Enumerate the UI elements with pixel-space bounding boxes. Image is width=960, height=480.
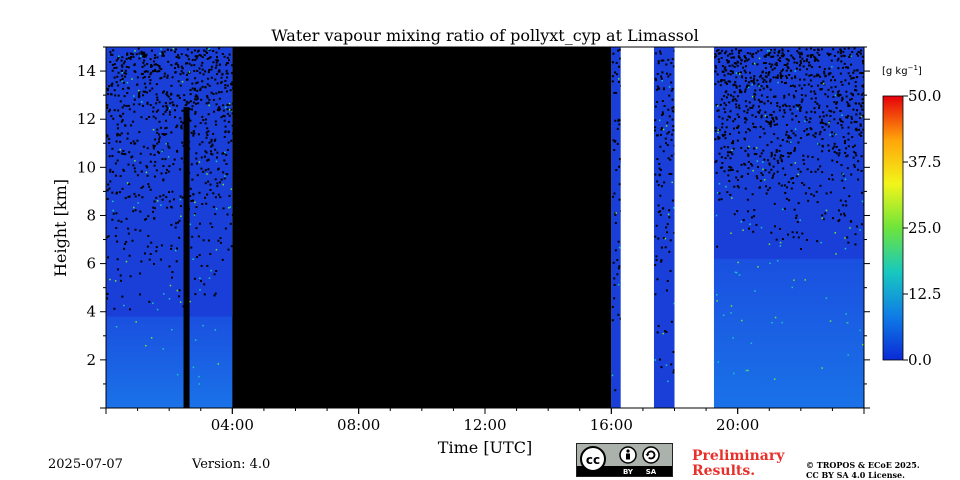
cc-logo-icon — [580, 446, 606, 472]
copyright-line-2: CC BY SA 4.0 License. — [806, 470, 905, 480]
x-tick-label: 20:00 — [716, 416, 759, 434]
colorbar-tick-label: 50.0 — [908, 87, 941, 105]
chart-title: Water vapour mixing ratio of pollyxt_cyp… — [271, 26, 698, 45]
missing-data-region-3 — [620, 47, 654, 408]
measurement-region-6 — [713, 47, 864, 408]
copyright-notice: © TROPOS & ECoE 2025. CC BY SA 4.0 Licen… — [806, 460, 920, 480]
cc-sa-label: SA — [646, 468, 657, 476]
colorbar-unit-end: ] — [918, 66, 922, 77]
copyright-line-1: © TROPOS & ECoE 2025. — [806, 460, 920, 470]
x-tick-label: 08:00 — [337, 416, 380, 434]
results-text: Results. — [692, 463, 756, 479]
y-axis-label: Height [km] — [51, 179, 70, 277]
y-tick-label: 2 — [86, 351, 96, 369]
missing-data-region-5 — [674, 47, 714, 408]
cc-logo-text: cc — [586, 453, 600, 467]
colorbar-tick-label: 12.5 — [908, 285, 941, 303]
y-tick-label: 14 — [77, 62, 96, 80]
y-tick-label: 10 — [77, 158, 96, 176]
y-tick-label: 8 — [86, 206, 96, 224]
y-tick-label: 4 — [86, 303, 96, 321]
colorbar-tick-label: 25.0 — [908, 219, 941, 237]
colorbar-unit-label: [g kg−1] — [882, 64, 922, 77]
preliminary-text: Preliminary — [692, 448, 785, 464]
x-tick-label: 16:00 — [590, 416, 633, 434]
cc-by-label: BY — [623, 468, 634, 476]
y-tick-label: 12 — [77, 110, 96, 128]
y-axis: 2 4 6 8 10 12 14 — [77, 46, 870, 409]
share-alike-icon — [642, 446, 660, 464]
vertical-stripe-0 — [183, 107, 190, 408]
x-tick-label: 12:00 — [463, 416, 506, 434]
x-axis-label: Time [UTC] — [438, 438, 532, 457]
colorbar-tick-label: 0.0 — [908, 351, 932, 369]
plot-area — [106, 47, 864, 408]
colorbar-tick-label: 37.5 — [908, 153, 941, 171]
colorbar — [882, 95, 904, 361]
x-tick-label: 04:00 — [211, 416, 254, 434]
preliminary-notice: Preliminary Results. — [692, 449, 784, 479]
x-axis: 04:00 08:00 12:00 16:00 20:00 — [105, 408, 865, 434]
date-label: 2025-07-07 — [48, 457, 123, 472]
colorbar-unit-exponent: −1 — [908, 64, 918, 72]
colorbar-unit: [g kg — [882, 66, 908, 77]
measurement-region-4 — [653, 47, 677, 408]
version-label: Version: 4.0 — [192, 457, 271, 472]
colorbar-ticks: 0.0 12.5 25.0 37.5 50.0 — [903, 87, 941, 369]
no-data-region-1 — [232, 47, 612, 408]
measurement-region-0 — [106, 47, 235, 408]
y-tick-label: 6 — [86, 255, 96, 273]
cc-license-badge: cc BY SA — [576, 443, 673, 477]
